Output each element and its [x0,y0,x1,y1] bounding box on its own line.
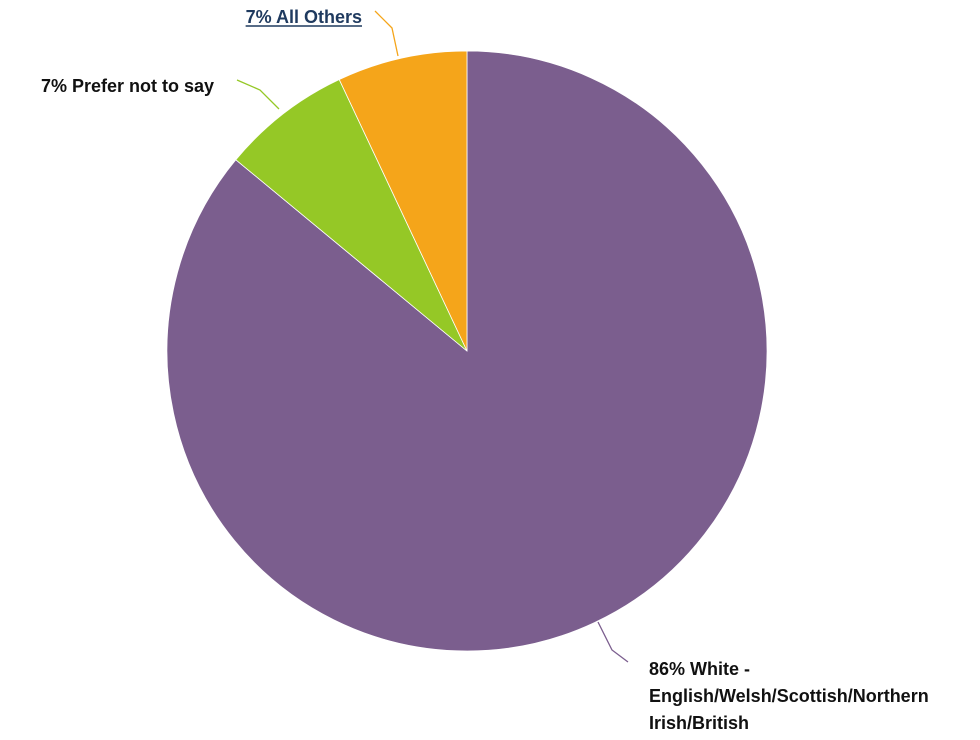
slice-label-1: 7% Prefer not to say [41,76,214,96]
leader-line-1 [236,79,280,110]
leader-line-0 [597,621,629,663]
leader-lines [236,10,629,663]
pie-slice-2 [338,50,468,352]
leader-line-2 [374,10,399,57]
slice-label-2[interactable]: 7% All Others [246,7,362,27]
pie-slice-1 [235,79,468,352]
slice-labels: 86% White -English/Welsh/Scottish/Northe… [41,7,929,733]
pie-slices [166,50,768,652]
slice-label-0: 86% White -English/Welsh/Scottish/Northe… [649,659,929,733]
